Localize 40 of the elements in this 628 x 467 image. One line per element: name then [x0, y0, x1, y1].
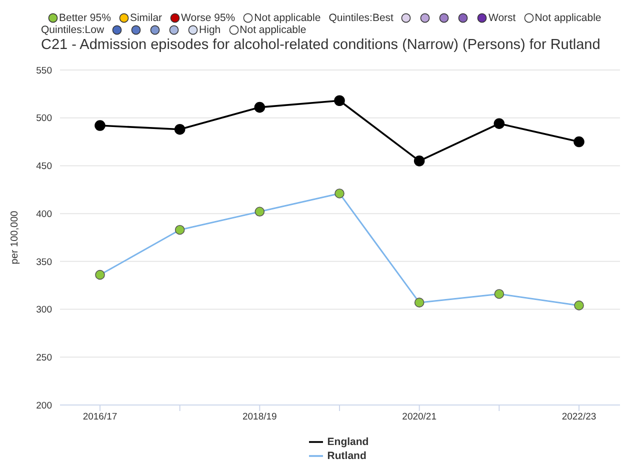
y-tick-label: 500: [36, 113, 52, 124]
text: Worse 95%: [181, 12, 236, 24]
y-tick-label: 400: [36, 208, 52, 220]
text: Not applicable: [254, 12, 321, 24]
y-tick-label: 550: [36, 65, 52, 76]
x-tick-label: 2020/21: [402, 412, 437, 423]
text: Quintiles:Best: [328, 12, 394, 24]
x-tick-label: 2018/19: [242, 412, 277, 423]
y-axis-title: per 100,000: [10, 210, 21, 264]
point: [414, 156, 425, 166]
point: [174, 224, 185, 235]
chart-title: C21 - Admission episodes for alcohol-related conditions (Narrow) (Persons) for Rutland: [40, 37, 602, 53]
text: Not applicable: [240, 24, 306, 36]
text: Quintiles:Low: [41, 24, 104, 36]
x-tick-label: 2016/17: [82, 412, 118, 423]
point: [334, 95, 345, 106]
point: [414, 298, 424, 308]
text: Better 95%: [59, 12, 111, 24]
point: [174, 124, 186, 135]
y-tick-label: 250: [36, 352, 52, 364]
point: [494, 118, 505, 129]
legend-label: Rutland: [327, 450, 366, 462]
y-tick-label: 350: [36, 256, 52, 268]
point: [334, 188, 344, 198]
text: High: [199, 24, 221, 36]
text: Similar: [130, 12, 162, 24]
point: [94, 120, 106, 131]
point: [254, 206, 265, 217]
legend-label: England: [327, 436, 369, 448]
point: [494, 289, 504, 299]
point: [254, 102, 266, 113]
point: [574, 136, 584, 148]
y-tick-label: 300: [36, 304, 52, 316]
text: Worst: [488, 12, 516, 24]
point: [95, 270, 105, 280]
point: [574, 300, 584, 310]
text: Not applicable: [534, 12, 602, 24]
y-tick-label: 200: [36, 400, 52, 412]
y-tick-label: 450: [36, 161, 52, 172]
x-tick-label: 2022/23: [562, 412, 596, 423]
